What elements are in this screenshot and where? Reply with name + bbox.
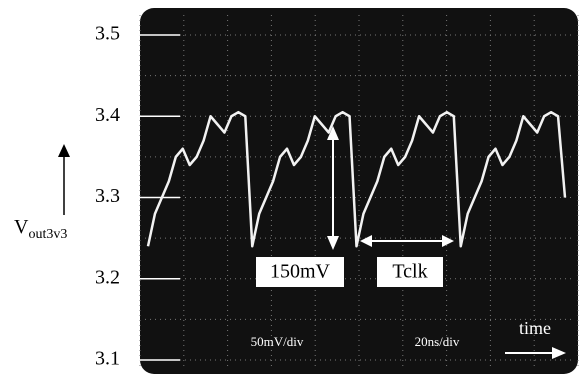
y-label-main: V — [14, 216, 29, 238]
y-tick-label: 3.1 — [95, 348, 120, 370]
y-tick-label: 3.5 — [95, 23, 120, 45]
y-label: Vout3v3 — [14, 216, 67, 243]
chart: Vout3v3 3.1 3.2 3.3 3.4 3.5 150mV Tclk 50mV/… — [0, 0, 582, 374]
annotation: 20ns/div — [415, 334, 460, 349]
annotation: 50mV/div — [251, 334, 304, 349]
y-tick-label: 3.2 — [95, 266, 120, 288]
y-tick-label: 3.4 — [95, 104, 120, 126]
y-tick-label: 3.3 — [95, 185, 120, 207]
y-label-sub: out3v3 — [28, 227, 67, 242]
y-arrow-head — [58, 144, 70, 157]
annotation: 150mV — [270, 261, 331, 283]
annotation: time — [519, 318, 551, 338]
annotation: Tclk — [392, 261, 427, 283]
